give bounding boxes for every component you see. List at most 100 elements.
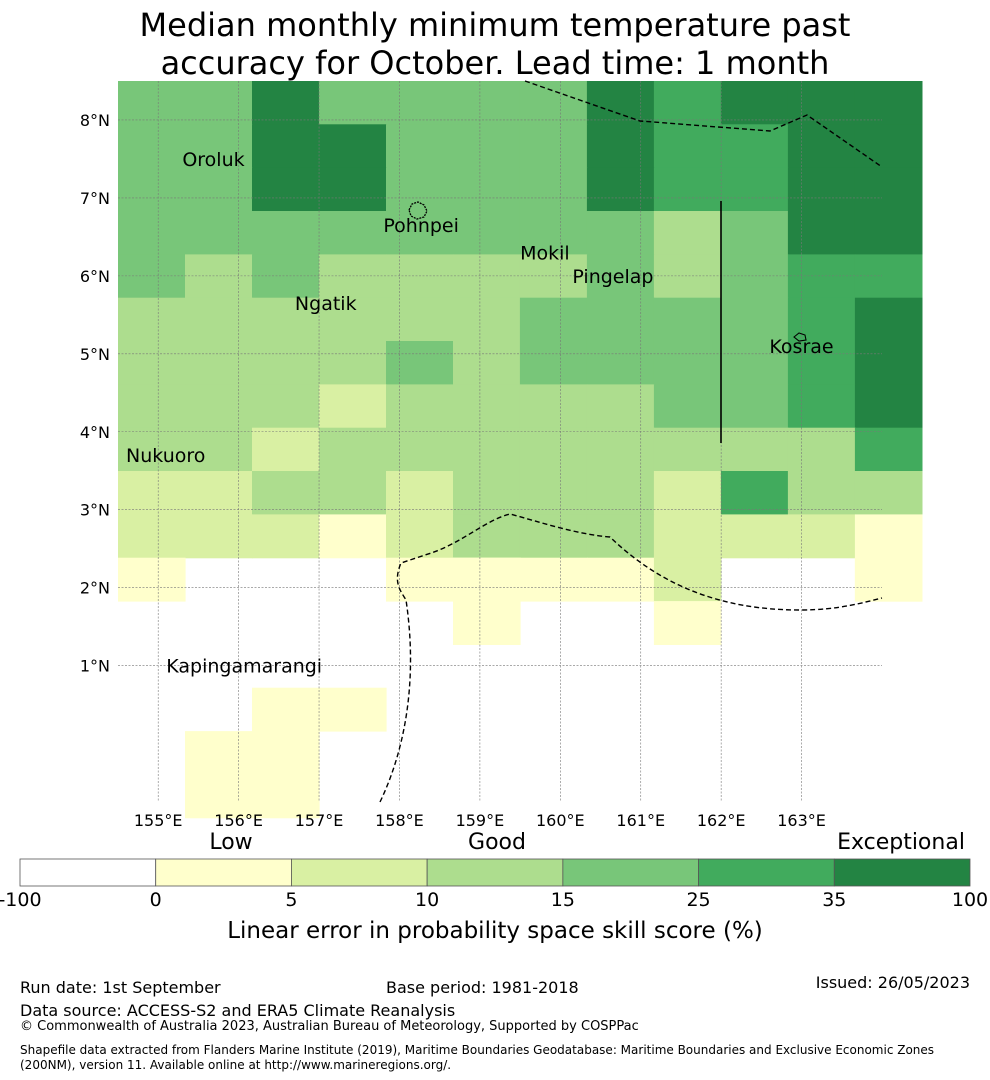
grid-cell (319, 81, 387, 125)
grid-cell (118, 471, 186, 515)
grid-cell (185, 124, 253, 169)
gridlines (118, 81, 882, 802)
grid-cell (519, 297, 588, 342)
grid-cell (586, 124, 655, 169)
base-period: Base period: 1981-2018 (386, 978, 579, 997)
grid-cell (854, 427, 923, 472)
grid-cell (185, 514, 253, 559)
colorbar-tick-label: 25 (686, 889, 711, 911)
grid-cell (386, 124, 454, 169)
island-outlines (408, 201, 807, 342)
grid-cell (386, 254, 454, 299)
grid-cell (453, 297, 521, 342)
grid-cell (653, 557, 722, 602)
grid-cell (453, 601, 521, 645)
grid-cell (252, 774, 320, 819)
latitude-tick-labels: 8°N 7°N 6°N 5°N 4°N 3°N 2°N 1°N (80, 111, 110, 676)
grid-cell (653, 427, 722, 472)
grid-cell (854, 557, 923, 602)
place-label-kosrae: Kosrae (769, 336, 833, 358)
grid-cell (519, 384, 588, 429)
grid-cell (586, 341, 655, 385)
colorbar-category-good: Good (468, 830, 526, 855)
grid-cell (519, 557, 588, 602)
grid-cell (519, 81, 588, 125)
grid-cell (653, 384, 722, 429)
latitude-tick-label: 7°N (80, 189, 110, 208)
grid-cell (118, 167, 186, 212)
grid-cell (386, 471, 454, 515)
colorbar-tick-label: 15 (550, 889, 575, 911)
longitude-tick-label: 161°E (616, 811, 665, 830)
grid-cell (586, 384, 655, 429)
longitude-tick-label: 158°E (375, 811, 424, 830)
grid-cell (854, 297, 923, 342)
grid-cell (386, 81, 454, 125)
grid-cell (586, 297, 655, 342)
grid-cell (185, 167, 253, 212)
grid-cell (586, 211, 655, 255)
grid-cell (787, 384, 856, 429)
grid-cell (854, 471, 923, 515)
colorbar-swatch (833, 858, 971, 887)
grid-cell (453, 81, 521, 125)
grid-cell (720, 427, 789, 472)
title-line-1: Median monthly minimum temperature past (139, 6, 851, 44)
grid-cell (386, 557, 454, 602)
grid-cell (720, 124, 789, 169)
colorbar-tick-label: 5 (285, 889, 298, 911)
grid-cell (319, 514, 387, 559)
longitude-tick-label: 160°E (536, 811, 585, 830)
eez-boundaries (379, 80, 883, 803)
grid-cell (386, 167, 454, 212)
grid-cell (787, 471, 856, 515)
grid-cell (787, 297, 856, 342)
colorbar-tick-label: 35 (822, 889, 847, 911)
map-title: Median monthly minimum temperature past … (0, 6, 990, 82)
grid-cell (118, 211, 186, 255)
colorbar-swatch (562, 858, 699, 887)
grid-cell (386, 297, 454, 342)
skill-grid (118, 81, 923, 819)
colorbar-category-low: Low (209, 830, 253, 855)
colorbar-tick-label: 0 (149, 889, 162, 911)
grid-cell (319, 341, 387, 385)
grid-cell (720, 167, 789, 212)
grid-cell (118, 124, 186, 169)
grid-cell (653, 81, 722, 125)
grid-cell (453, 341, 521, 385)
grid-cell (252, 297, 320, 342)
colorbar-swatch (291, 858, 428, 887)
issued-date: Issued: 26/05/2023 (815, 973, 970, 992)
eez-boundary-north (524, 80, 883, 168)
grid-cell (787, 211, 856, 255)
grid-cell (519, 471, 588, 515)
grid-cell (653, 341, 722, 385)
data-source: Data source: ACCESS-S2 and ERA5 Climate … (20, 1001, 456, 1020)
longitude-tick-label: 163°E (777, 811, 826, 830)
grid-cell (720, 81, 789, 125)
title-line-2: accuracy for October. Lead time: 1 month (160, 44, 830, 82)
grid-cell (185, 384, 253, 429)
grid-cell (720, 341, 789, 385)
latitude-tick-label: 1°N (80, 657, 110, 676)
colorbar-tick-label: -100 (0, 889, 42, 911)
grid-cell (185, 254, 253, 299)
grid-cell (854, 254, 923, 299)
grid-cell (252, 211, 320, 255)
latitude-tick-label: 2°N (80, 579, 110, 598)
place-label-mokil: Mokil (520, 242, 570, 264)
grid-cell (653, 471, 722, 515)
grid-cell (252, 384, 320, 429)
grid-cell (319, 254, 387, 299)
grid-cell (118, 254, 186, 299)
grid-cell (319, 471, 387, 515)
grid-cell (720, 254, 789, 299)
grid-cell (787, 514, 856, 559)
grid-cell (185, 81, 253, 125)
grid-cell (653, 254, 722, 299)
grid-cell (453, 211, 521, 255)
grid-cell (319, 384, 387, 429)
grid-cell (453, 167, 521, 212)
